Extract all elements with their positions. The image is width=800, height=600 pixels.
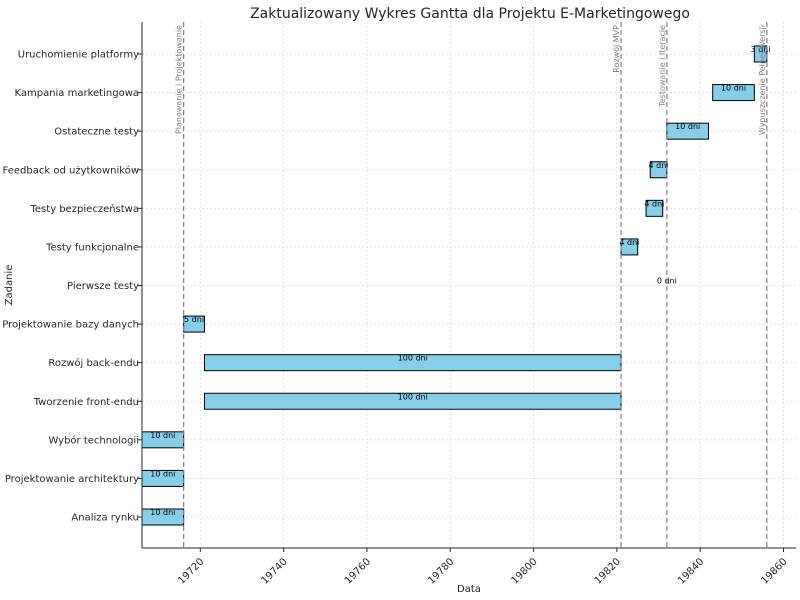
milestone-label-2: Testowanie i Iteracje [658,25,667,108]
y-tick-label-12: Uruchomienie platformy [18,50,139,61]
bar-5 [183,315,205,333]
bar-label-1: 10 dni [150,469,175,478]
x-tick-label-2: 19760 [343,556,373,586]
y-tick-label-6: Pierwsze testy [67,281,139,292]
bar-label-3: 100 dni [398,392,428,401]
y-tick-label-9: Feedback od użytkowników [3,164,139,176]
axes [141,22,796,549]
y-tick-label-7: Testy funkcjonalne [45,242,139,253]
bar-label-9: 4 dni [649,161,669,170]
x-tick-label-5: 19820 [593,556,623,586]
bar-label-2: 10 dni [150,431,175,440]
milestone-label-3: Wypuszczenie Pełnej Wersji [758,25,767,135]
y-tick-label-10: Ostateczne testy [54,127,139,138]
bar-11 [712,84,755,102]
y-ticks: Analiza rynku Projektowanie architektury W… [2,50,142,524]
y-tick-label-2: Wybór technologii [48,434,139,446]
x-tick-label-6: 19840 [676,556,706,586]
bar-label-4: 100 dni [398,354,428,363]
x-ticks: 19720 19740 19760 19780 19800 19820 19840 19860 [176,548,790,587]
y-tick-label-1: Projektowanie architektury [5,474,139,485]
bar-8 [645,199,664,217]
x-tick-label-3: 19780 [426,556,456,586]
y-tick-label-0: Analiza rynku [71,513,139,524]
x-tick-label-0: 19720 [176,556,206,586]
x-tick-label-1: 19740 [259,556,289,586]
bar-10 [666,122,710,140]
chart-title: Zaktualizowany Wykres Gantta dla Projekt… [250,6,690,22]
y-axis-label: Zadanie [4,265,15,306]
milestones: Planowanie i Projektowanie Rozwój MVP Test… [175,22,768,548]
bar-label-10: 10 dni [675,122,700,131]
bar-label-12: 3 dni [751,45,771,54]
bar-label-7: 4 dni [619,238,639,247]
bar-label-0: 10 dni [150,508,175,517]
x-tick-label-4: 19800 [509,556,539,586]
milestone-label-1: Rozwój MVP [611,25,621,73]
milestone-label-0: Planowanie i Projektowanie [175,25,184,134]
bar-label-8: 4 dni [644,199,664,208]
y-tick-label-4: Rozwój back-endu [48,357,139,369]
grid [142,22,796,548]
x-tick-label-7: 19860 [759,556,789,586]
bar-label-5: 5 dni [184,315,204,324]
y-tick-label-3: Tworzenie front-endu [33,397,139,408]
bar-label-11: 10 dni [721,84,746,93]
y-tick-label-8: Testy bezpieczeństwa [30,203,140,215]
y-tick-label-11: Kampania marketingowa [14,88,139,99]
x-axis-label: Data [457,584,481,595]
y-tick-label-5: Projektowanie bazy danych [2,320,139,331]
